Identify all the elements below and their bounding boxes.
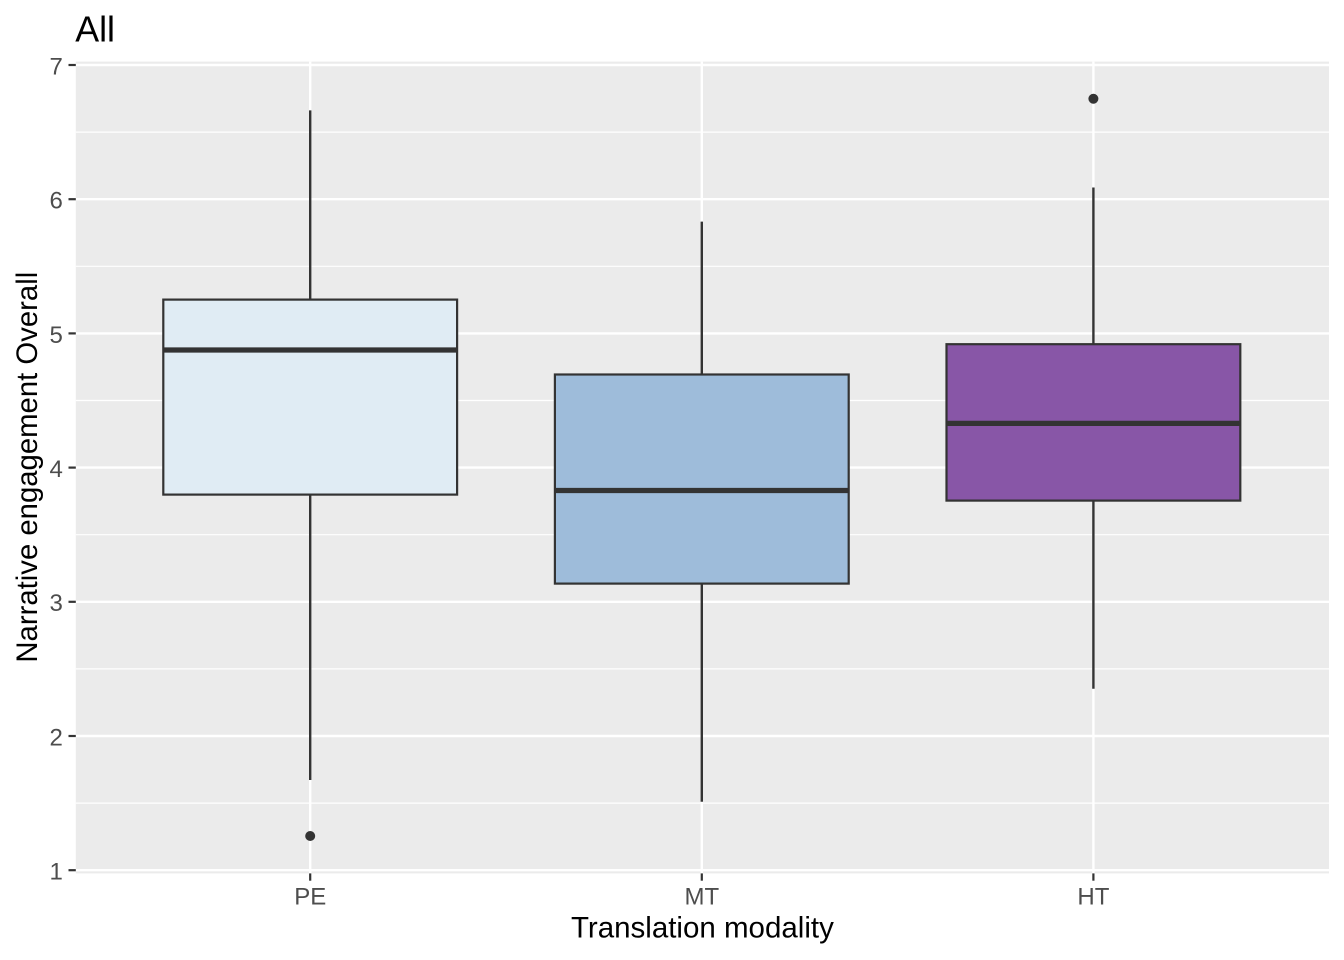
svg-text:MT: MT bbox=[684, 883, 719, 910]
svg-text:7: 7 bbox=[49, 53, 62, 80]
svg-text:1: 1 bbox=[49, 859, 62, 886]
svg-text:5: 5 bbox=[49, 322, 62, 349]
svg-text:2: 2 bbox=[49, 724, 62, 751]
svg-text:Translation modality: Translation modality bbox=[571, 911, 834, 944]
svg-text:3: 3 bbox=[49, 590, 62, 617]
svg-text:Narrative engagement Overall: Narrative engagement Overall bbox=[11, 272, 44, 663]
svg-text:All: All bbox=[75, 10, 115, 50]
svg-text:4: 4 bbox=[49, 456, 62, 483]
svg-text:HT: HT bbox=[1077, 883, 1109, 910]
svg-text:6: 6 bbox=[49, 188, 62, 215]
svg-text:PE: PE bbox=[294, 883, 326, 910]
